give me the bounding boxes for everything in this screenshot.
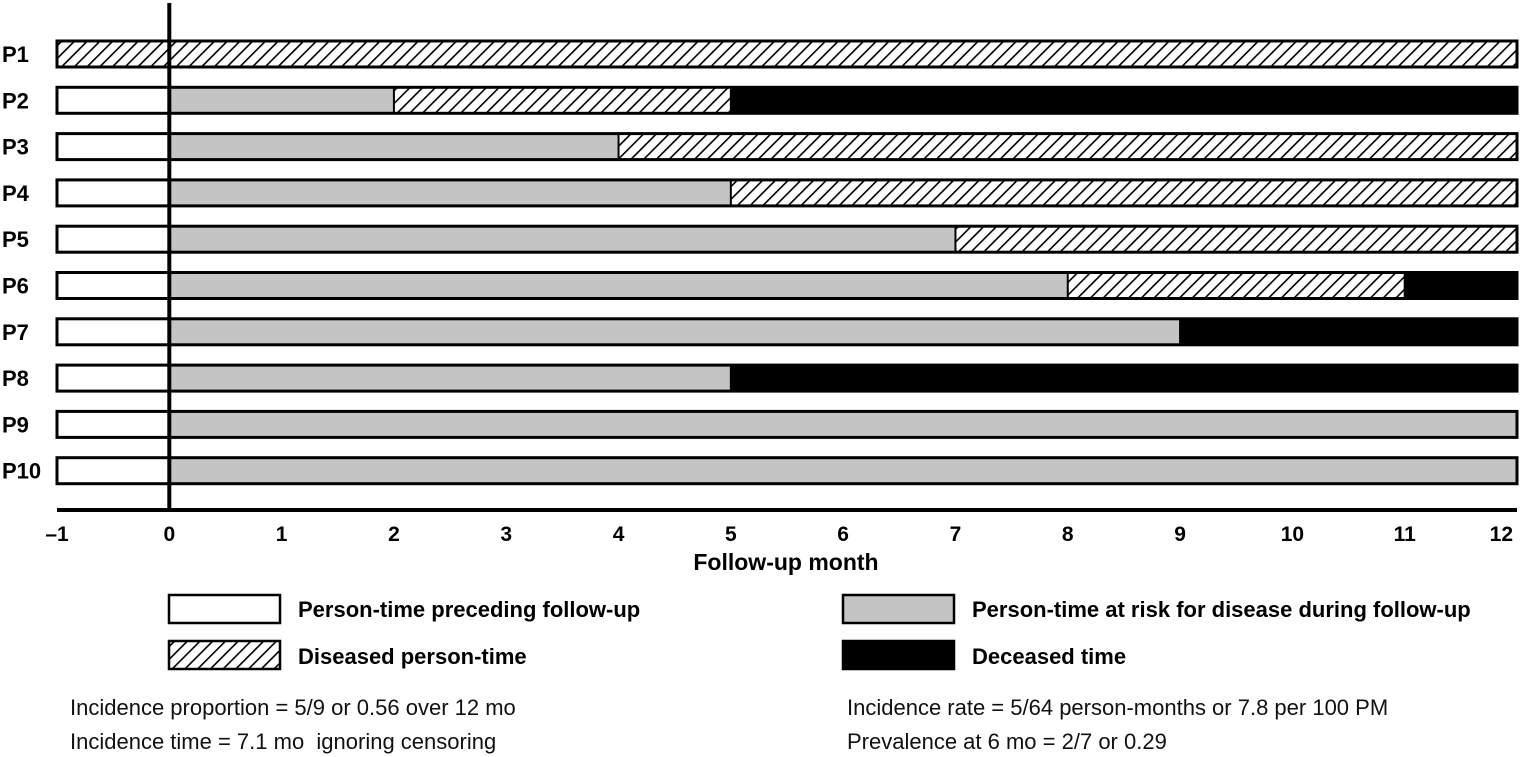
bar-outline bbox=[55, 85, 1519, 115]
segment-preceding bbox=[57, 411, 170, 438]
segment-at-risk bbox=[169, 457, 1517, 484]
bar-outline bbox=[55, 409, 1519, 439]
segment-at-risk bbox=[169, 411, 1517, 438]
segment-preceding bbox=[57, 318, 170, 345]
participant-row: P6 bbox=[2, 271, 1519, 300]
incidence-rate-note: Incidence rate = 5/64 person-months or 7… bbox=[847, 695, 1388, 720]
legend-swatch bbox=[167, 593, 282, 625]
segment-preceding bbox=[57, 87, 170, 114]
legend-swatch bbox=[841, 593, 956, 625]
segment-diseased bbox=[393, 87, 731, 114]
participant-row: P5 bbox=[2, 224, 1519, 254]
segment-deceased bbox=[730, 365, 1517, 392]
participant-row: P1 bbox=[2, 39, 1519, 69]
annotations: Incidence proportion = 5/9 or 0.56 over … bbox=[70, 695, 1388, 754]
x-tick-label: 7 bbox=[950, 523, 962, 546]
segment-at-risk bbox=[169, 318, 1181, 345]
segment-preceding bbox=[57, 272, 170, 299]
x-tick-label: 11 bbox=[1394, 523, 1417, 546]
bar-outline bbox=[55, 456, 1519, 486]
segment-at-risk bbox=[169, 133, 619, 160]
segment-deceased bbox=[1180, 318, 1517, 345]
segment-preceding bbox=[57, 457, 170, 484]
x-tick-label: 2 bbox=[388, 523, 400, 546]
x-tick-label: 9 bbox=[1174, 523, 1186, 546]
x-tick-label: 5 bbox=[725, 523, 737, 546]
row-label: P5 bbox=[2, 227, 29, 252]
row-label: P8 bbox=[2, 366, 29, 391]
participant-row: P2 bbox=[2, 85, 1519, 115]
participant-row: P4 bbox=[2, 178, 1519, 208]
legend-label: Deceased time bbox=[972, 644, 1126, 669]
x-axis: –1 0 1 2 3 4 5 6 7 8 9 10 11 12 bbox=[45, 3, 1517, 546]
legend-label: Person-time preceding follow-up bbox=[298, 597, 640, 622]
x-tick-label: 8 bbox=[1062, 523, 1074, 546]
row-label: P9 bbox=[2, 412, 29, 437]
x-tick-label: 1 bbox=[276, 523, 288, 546]
bar-outline bbox=[55, 39, 1519, 69]
segment-at-risk bbox=[169, 179, 731, 206]
row-label: P6 bbox=[2, 274, 29, 299]
bar-outline bbox=[55, 317, 1519, 347]
participant-bars: P1 P2 P3 P4 P5 P6 P7 P8 P9 P10 bbox=[2, 39, 1519, 486]
bar-outline bbox=[55, 271, 1519, 300]
bar-outline bbox=[55, 178, 1519, 208]
participant-row: P9 bbox=[2, 409, 1519, 439]
segment-preceding bbox=[57, 133, 170, 160]
x-tick-label: 0 bbox=[163, 523, 175, 546]
segment-diseased bbox=[1067, 272, 1405, 299]
row-label: P7 bbox=[2, 320, 29, 345]
x-tick-label: –1 bbox=[45, 523, 69, 546]
segment-at-risk bbox=[169, 226, 956, 253]
participant-row: P7 bbox=[2, 317, 1519, 347]
legend-swatch bbox=[841, 639, 956, 671]
participant-row: P8 bbox=[2, 363, 1519, 393]
participant-row: P3 bbox=[2, 132, 1519, 162]
bar-outline bbox=[55, 224, 1519, 254]
legend-item: Deceased time bbox=[841, 639, 1126, 671]
row-label: P4 bbox=[2, 181, 30, 206]
segment-at-risk bbox=[169, 272, 1068, 299]
legend-label: Diseased person-time bbox=[298, 644, 527, 669]
bar-outline bbox=[55, 132, 1519, 162]
row-label: P3 bbox=[2, 135, 29, 160]
legend-swatch bbox=[167, 639, 282, 671]
segment-diseased bbox=[955, 226, 1517, 253]
row-label: P1 bbox=[2, 42, 29, 67]
x-tick-label: 12 bbox=[1490, 523, 1513, 546]
segment-at-risk bbox=[169, 87, 394, 114]
legend: Person-time preceding follow-up Person-ti… bbox=[167, 593, 1471, 671]
bar-outline bbox=[55, 363, 1519, 393]
prevalence-note: Prevalence at 6 mo = 2/7 or 0.29 bbox=[847, 729, 1167, 754]
segment-preceding bbox=[57, 179, 170, 206]
x-axis-title: Follow-up month bbox=[693, 549, 878, 575]
row-label: P2 bbox=[2, 88, 29, 113]
legend-label: Person-time at risk for disease during f… bbox=[972, 597, 1471, 622]
participant-row: P10 bbox=[2, 456, 1519, 486]
segment-diseased bbox=[618, 133, 1517, 160]
segment-diseased bbox=[57, 41, 1517, 67]
legend-item: Person-time preceding follow-up bbox=[167, 593, 640, 625]
incidence-proportion-note: Incidence proportion = 5/9 or 0.56 over … bbox=[70, 695, 516, 720]
x-tick-label: 10 bbox=[1281, 523, 1304, 546]
segment-preceding bbox=[57, 365, 170, 392]
segment-diseased bbox=[730, 179, 1517, 206]
row-label: P10 bbox=[2, 459, 41, 484]
segment-deceased bbox=[1404, 272, 1517, 299]
segment-preceding bbox=[57, 226, 170, 253]
x-tick-label: 3 bbox=[500, 523, 512, 546]
legend-item: Diseased person-time bbox=[167, 639, 527, 671]
legend-item: Person-time at risk for disease during f… bbox=[841, 593, 1471, 625]
segment-deceased bbox=[730, 87, 1517, 114]
x-tick-label: 4 bbox=[613, 523, 625, 546]
x-tick-label: 6 bbox=[837, 523, 849, 546]
incidence-time-note: Incidence time = 7.1 mo ignoring censori… bbox=[70, 729, 496, 754]
segment-at-risk bbox=[169, 365, 731, 392]
